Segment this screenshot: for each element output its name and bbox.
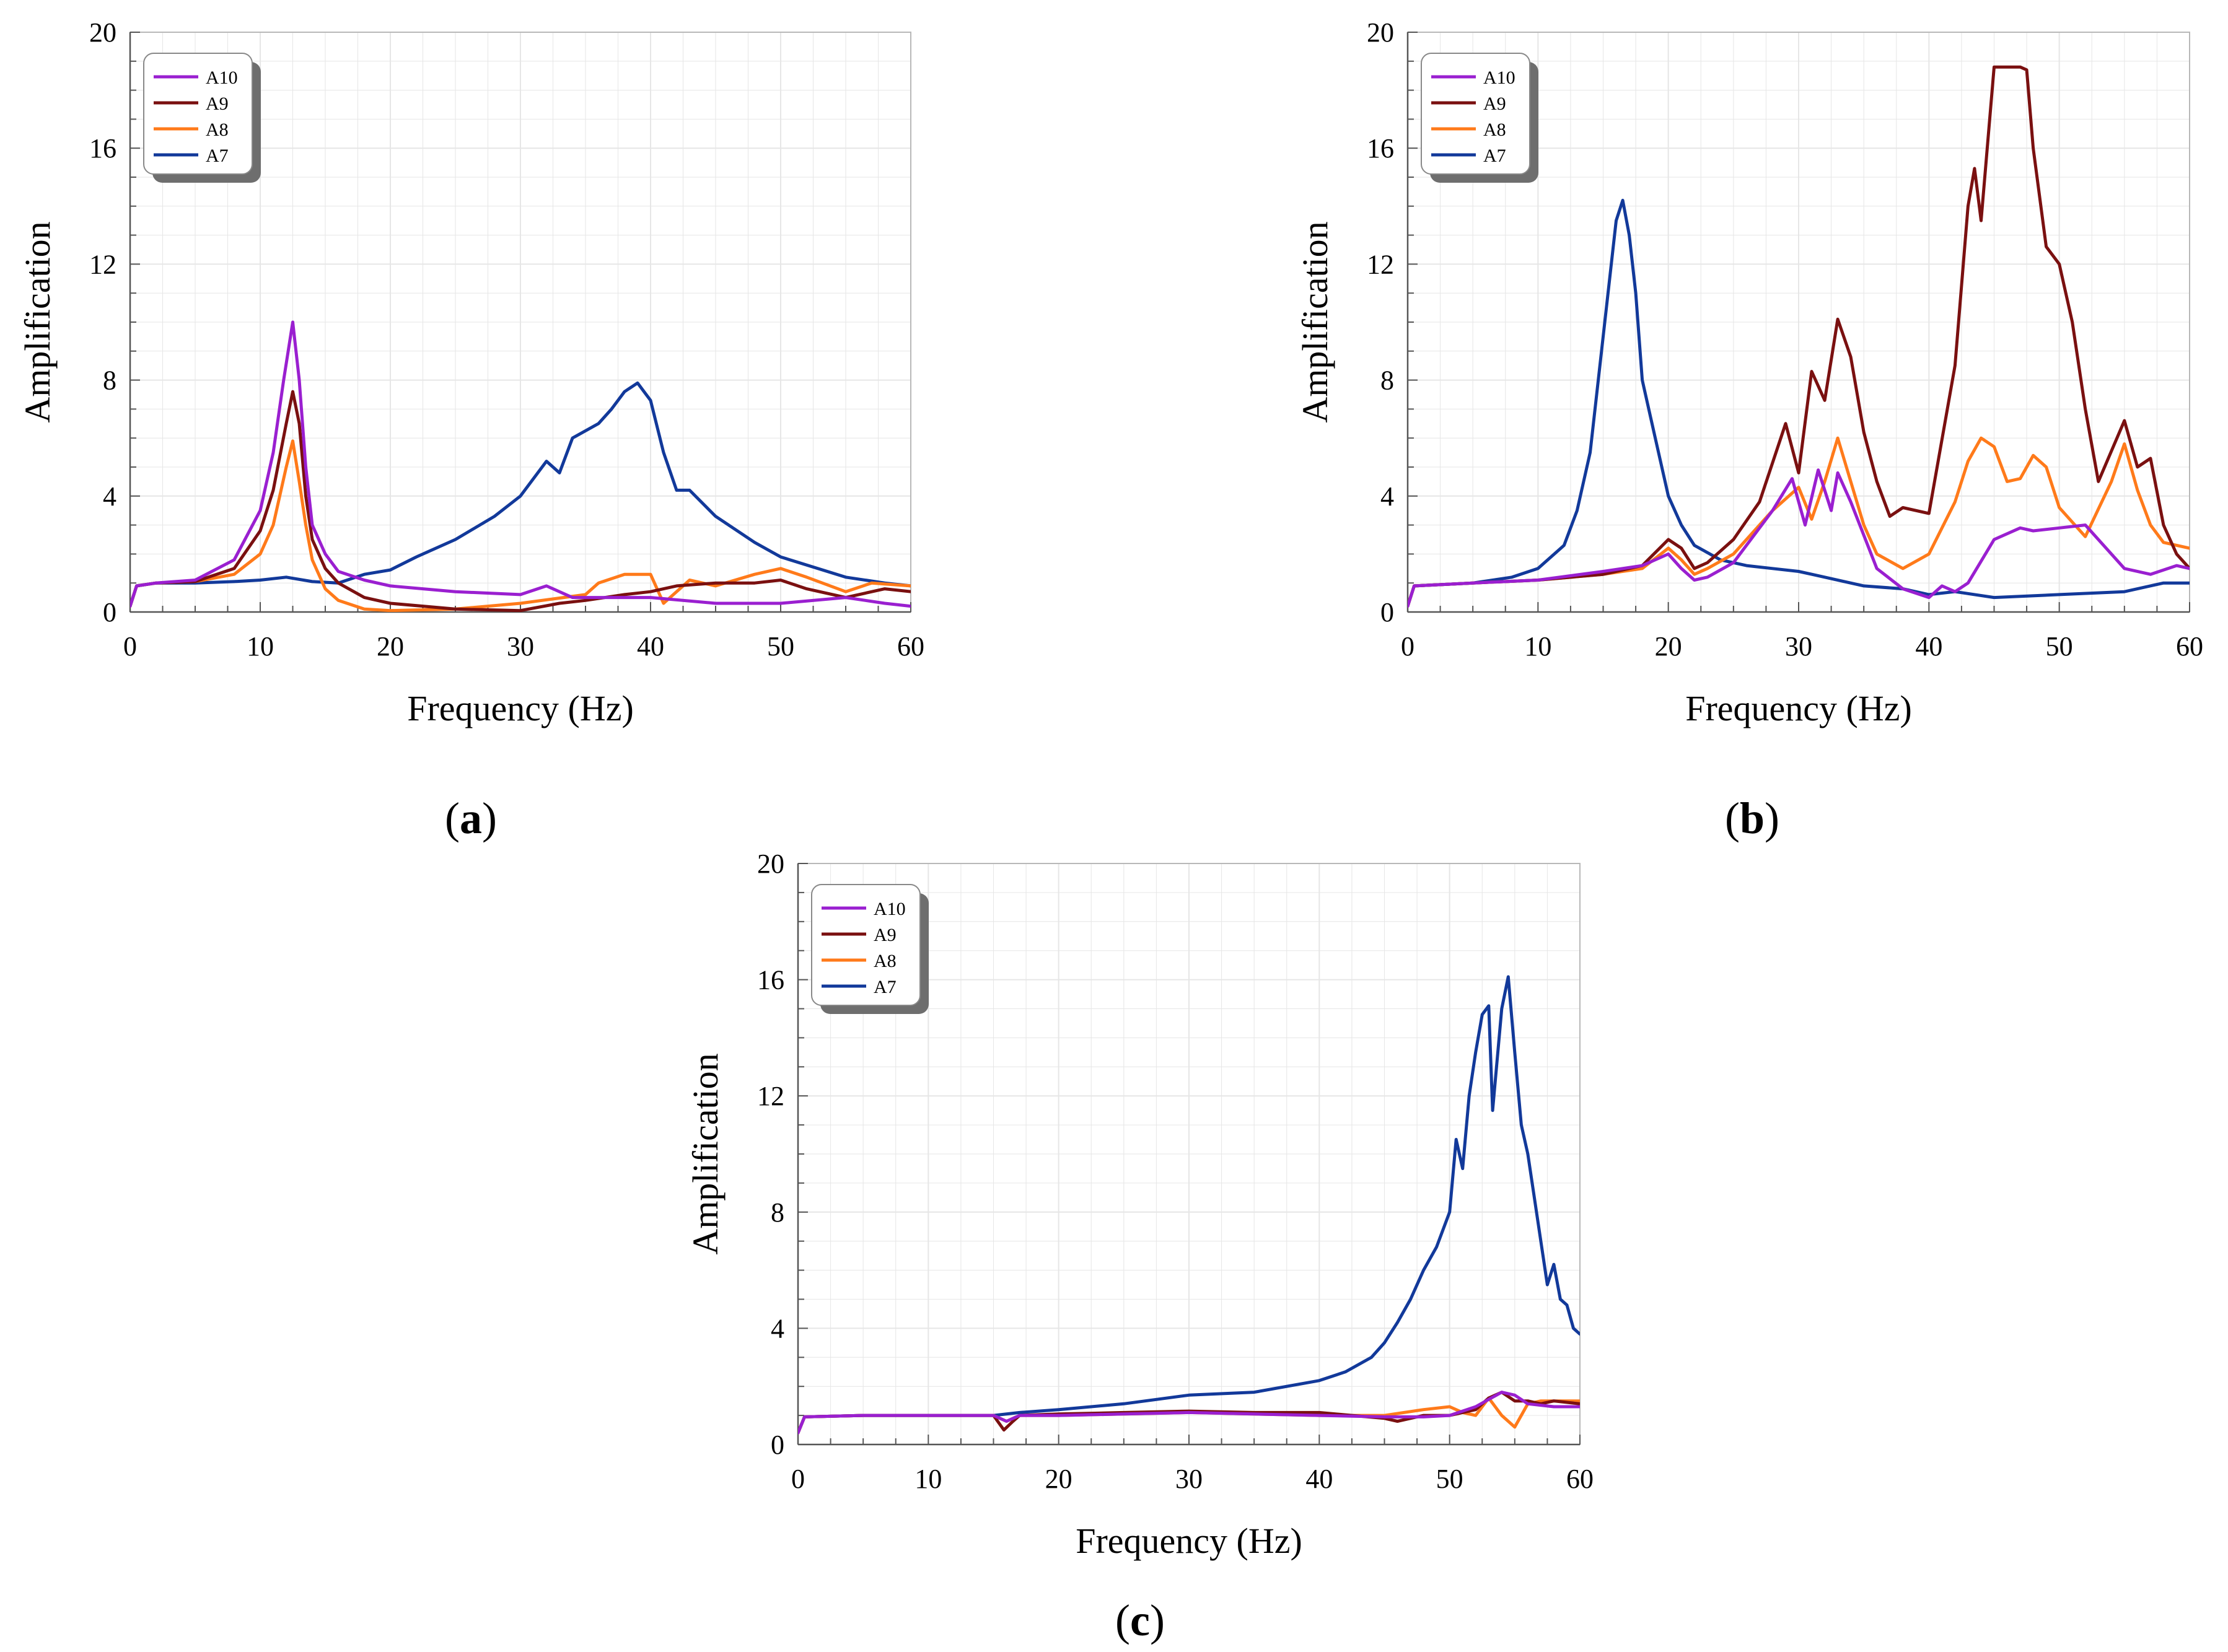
x-tick-label: 10 (1524, 631, 1551, 662)
series-line-a9 (130, 390, 911, 612)
series-line-a9 (1408, 65, 2190, 608)
x-tick-label: 0 (1401, 631, 1414, 662)
legend-label-a8: A8 (206, 120, 229, 140)
series-line-a8 (1408, 436, 2190, 608)
legend-box (1421, 53, 1530, 175)
series-line-a8 (130, 439, 911, 612)
y-tick-label: 20 (757, 849, 784, 879)
legend-label-a8: A8 (1483, 120, 1506, 140)
panel-letter: b (1740, 793, 1765, 843)
x-tick-label: 20 (1655, 631, 1682, 662)
x-axis-label: Frequency (Hz) (1076, 1521, 1302, 1561)
legend-label-a7: A7 (1483, 146, 1506, 166)
x-tick-label: 50 (2046, 631, 2073, 662)
legend: A10 A9 A8 A7 (811, 884, 929, 1014)
series-line-a7 (130, 381, 911, 608)
panel-label: (c) (1115, 1596, 1165, 1645)
y-tick-label: 0 (103, 597, 116, 627)
y-tick-label: 4 (103, 481, 116, 512)
y-tick-label: 0 (1380, 597, 1394, 627)
y-tick-label: 16 (1367, 133, 1394, 164)
x-tick-label: 0 (123, 631, 137, 662)
y-tick-label: 4 (1380, 481, 1394, 512)
panel-label: (a) (445, 793, 497, 843)
y-tick-label: 4 (771, 1313, 784, 1344)
series-line-a10 (1408, 468, 2190, 608)
x-tick-label: 30 (1785, 631, 1812, 662)
legend-label-a10: A10 (206, 68, 238, 88)
x-tick-label: 40 (637, 631, 664, 662)
y-tick-label: 12 (89, 249, 116, 279)
y-axis-label: Amplification (1295, 221, 1335, 422)
x-axis-label: Frequency (Hz) (407, 688, 634, 728)
legend-label-a7: A7 (874, 977, 897, 997)
panel-letter: a (460, 793, 482, 843)
x-tick-label: 30 (507, 631, 534, 662)
y-tick-label: 8 (1380, 365, 1394, 396)
y-axis-label: Amplification (17, 221, 58, 422)
legend-label-a9: A9 (874, 925, 897, 945)
x-tick-label: 50 (767, 631, 794, 662)
y-tick-label: 12 (757, 1081, 784, 1111)
legend-label-a8: A8 (874, 951, 897, 971)
series-line-a10 (798, 1391, 1580, 1435)
legend: A10 A9 A8 A7 (1421, 53, 1538, 183)
y-axis-label: Amplification (685, 1053, 726, 1254)
legend-label-a9: A9 (206, 94, 229, 114)
panel-letter: c (1130, 1596, 1150, 1645)
x-tick-label: 10 (247, 631, 274, 662)
x-tick-label: 40 (1305, 1464, 1333, 1494)
x-tick-label: 50 (1436, 1464, 1463, 1494)
x-tick-label: 20 (1045, 1464, 1072, 1494)
x-axis-label: Frequency (Hz) (1685, 688, 1912, 728)
y-tick-label: 8 (103, 365, 116, 396)
legend: A10 A9 A8 A7 (143, 53, 261, 183)
legend-label-a10: A10 (874, 899, 906, 919)
legend-label-a10: A10 (1483, 68, 1515, 88)
y-tick-label: 20 (89, 17, 116, 48)
panel-label: (b) (1725, 793, 1779, 843)
series-line-a7 (1408, 198, 2190, 608)
x-tick-label: 10 (914, 1464, 942, 1494)
x-tick-label: 60 (2176, 631, 2203, 662)
y-tick-label: 16 (757, 965, 784, 995)
y-tick-label: 20 (1367, 17, 1394, 48)
y-tick-label: 8 (771, 1197, 784, 1228)
legend-box (143, 53, 253, 175)
legend-label-a9: A9 (1483, 94, 1506, 114)
x-tick-label: 60 (1566, 1464, 1594, 1494)
y-tick-label: 0 (771, 1430, 784, 1460)
series-line-a10 (130, 320, 911, 608)
legend-box (811, 884, 921, 1006)
y-tick-label: 12 (1367, 249, 1394, 279)
x-tick-label: 30 (1175, 1464, 1203, 1494)
x-tick-label: 40 (1915, 631, 1942, 662)
legend-label-a7: A7 (206, 146, 229, 166)
y-tick-label: 16 (89, 133, 116, 164)
x-tick-label: 60 (897, 631, 924, 662)
series-line-a7 (798, 975, 1580, 1435)
x-tick-label: 20 (377, 631, 404, 662)
x-tick-label: 0 (791, 1464, 805, 1494)
